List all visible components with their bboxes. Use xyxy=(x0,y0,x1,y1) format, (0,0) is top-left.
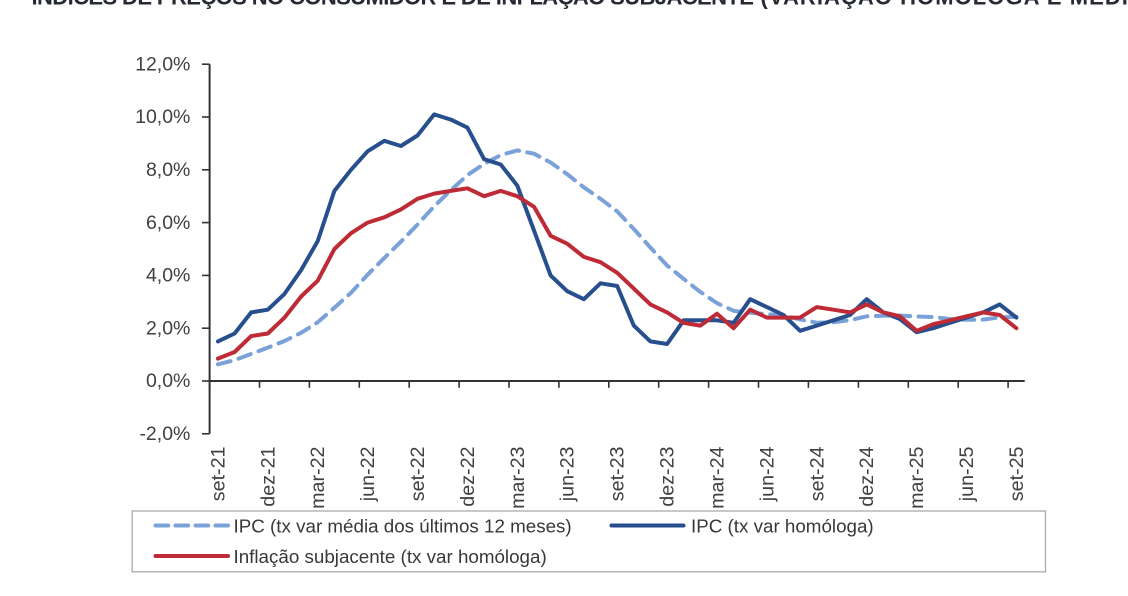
svg-text:dez-21: dez-21 xyxy=(257,447,279,507)
svg-text:6,0%: 6,0% xyxy=(146,212,190,234)
svg-text:8,0%: 8,0% xyxy=(146,159,190,181)
svg-text:IPC (tx var homóloga): IPC (tx var homóloga) xyxy=(691,515,874,536)
svg-text:IPC (tx var média dos últimos: IPC (tx var média dos últimos 12 meses) xyxy=(234,515,572,536)
svg-text:jun-23: jun-23 xyxy=(557,446,579,502)
svg-text:set-25: set-25 xyxy=(1006,446,1028,501)
svg-text:mar-24: mar-24 xyxy=(707,446,729,508)
svg-text:jun-22: jun-22 xyxy=(357,447,379,503)
svg-text:dez-22: dez-22 xyxy=(457,447,479,507)
svg-text:mar-23: mar-23 xyxy=(507,446,529,508)
svg-text:mar-22: mar-22 xyxy=(307,447,329,509)
svg-text:jun-24: jun-24 xyxy=(756,446,778,502)
svg-text:2,0%: 2,0% xyxy=(146,317,190,339)
svg-text:-2,0%: -2,0% xyxy=(139,423,190,445)
svg-text:Inflação subjacente (tx var ho: Inflação subjacente (tx var homóloga) xyxy=(234,546,547,567)
svg-text:set-21: set-21 xyxy=(207,447,229,502)
svg-text:ÍNDICES DE PREÇOS NO CONSUMIDO: ÍNDICES DE PREÇOS NO CONSUMIDOR E DE INF… xyxy=(32,0,1128,10)
svg-text:0,0%: 0,0% xyxy=(146,370,190,392)
svg-text:dez-23: dez-23 xyxy=(657,446,679,506)
svg-text:set-23: set-23 xyxy=(607,446,629,501)
svg-text:jun-25: jun-25 xyxy=(956,446,978,502)
svg-text:mar-25: mar-25 xyxy=(906,446,928,508)
svg-text:set-22: set-22 xyxy=(407,447,429,502)
svg-text:4,0%: 4,0% xyxy=(146,265,190,287)
svg-text:10,0%: 10,0% xyxy=(135,106,190,128)
svg-text:dez-24: dez-24 xyxy=(856,446,878,506)
svg-text:set-24: set-24 xyxy=(806,446,828,501)
svg-text:12,0%: 12,0% xyxy=(135,53,190,75)
